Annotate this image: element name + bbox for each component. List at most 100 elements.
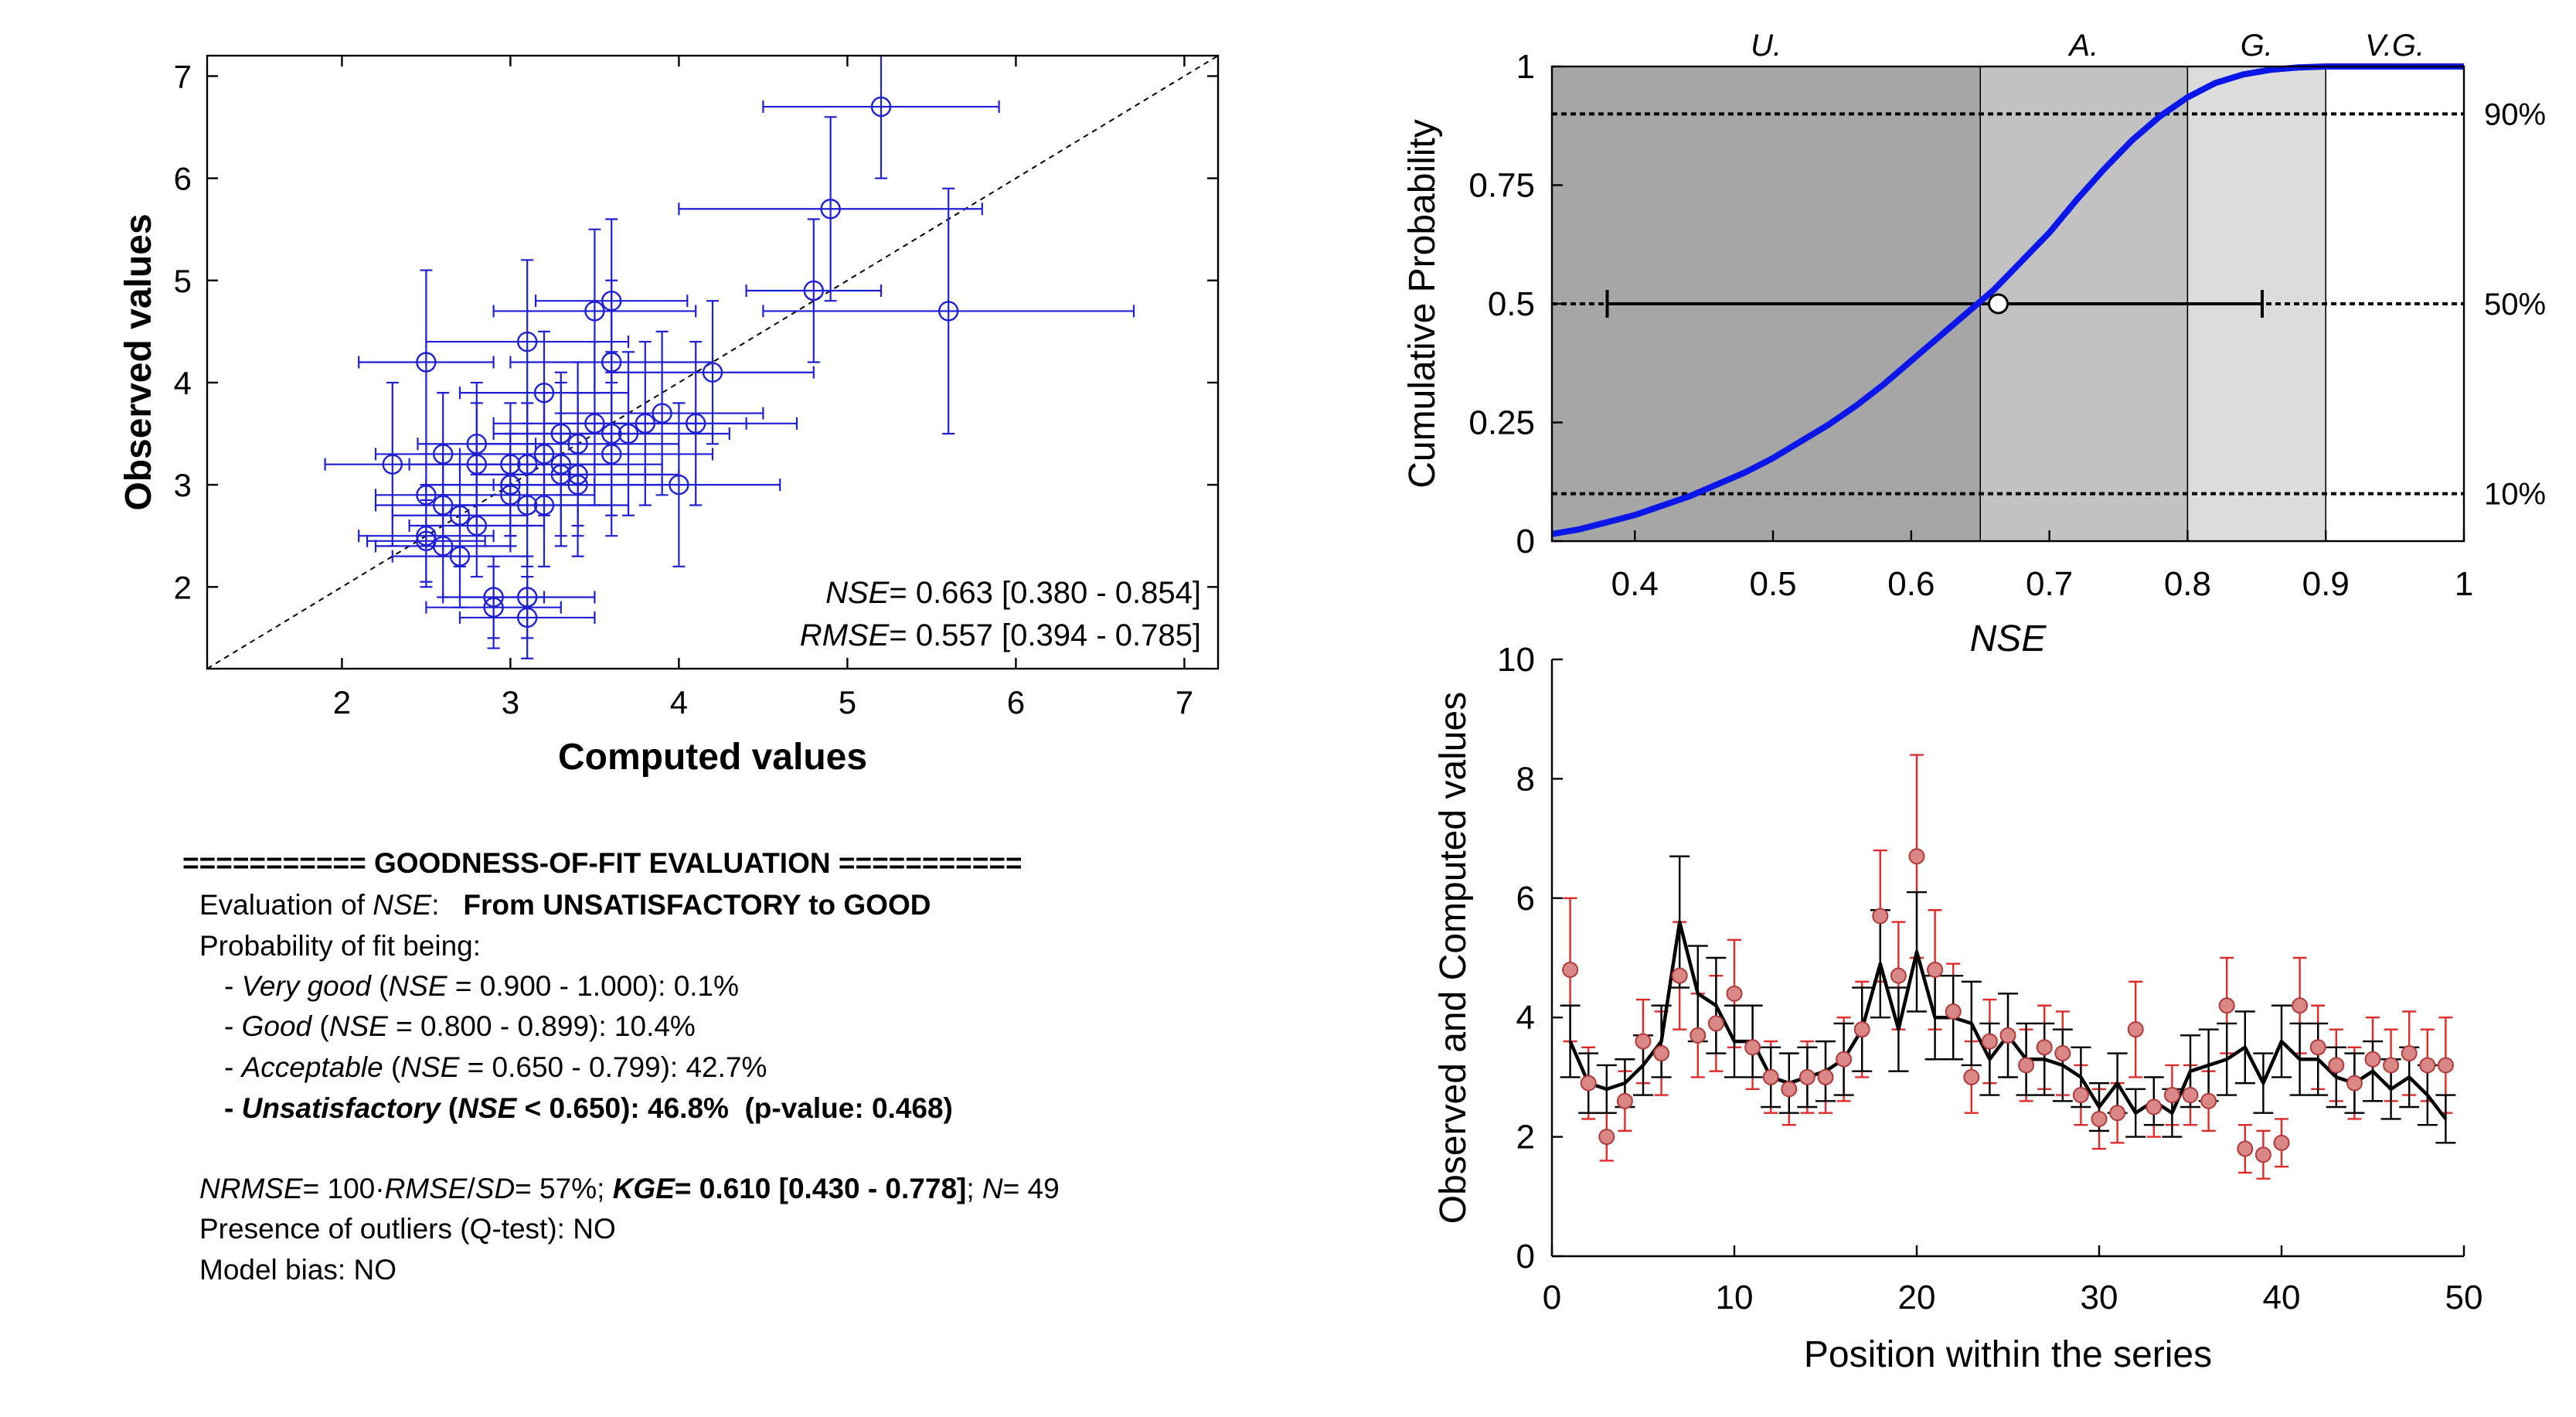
region-label: V.G. [2365,29,2425,63]
data-point [803,280,825,301]
observed-point [1598,1129,1615,1146]
metric-value: = 0.557 [0.394 - 0.785] [889,618,1201,652]
observed-point [2364,1051,2381,1068]
prob-name: Very good [241,970,371,1002]
observed-point [2109,1105,2126,1122]
observed-point [2237,1140,2254,1157]
data-point [416,352,437,373]
observed-point [1781,1081,1798,1098]
observed-point [1981,1033,1998,1050]
prob-rest: = 0.900 - 1.000): 0.1% [447,970,740,1002]
median-marker [1987,293,2009,315]
y-tick-label: 4 [1516,999,1535,1037]
observed-point [2200,1092,2217,1109]
prob-open: ( [383,1051,401,1083]
plot-frame [206,54,1220,670]
observed-point [1653,1045,1670,1062]
x-tick-label: 10 [1716,1279,1754,1317]
observed-point [2437,1057,2454,1074]
x-axis-label: NSE [1970,618,2047,659]
prob-name: Unsatisfactory [241,1092,441,1124]
metric-name: NSE [825,576,890,610]
observed-point [2218,997,2235,1014]
y-tick-label: 6 [1516,880,1535,918]
observed-point [2054,1045,2071,1062]
x-tick-label: 40 [2263,1279,2301,1317]
region-label: A. [2067,29,2098,63]
prob-dash: - [224,970,242,1002]
cdf-curve [1551,63,2464,537]
evaluation-metric: NSE [373,889,432,921]
series-chart: 0 10 20 30 40 50 0 2 4 6 8 10 Position within the se… [1433,641,2482,1375]
observed-point [1744,1039,1761,1056]
observed-point [2383,1057,2400,1074]
prob-name: Good [241,1010,312,1042]
prob-very-good: - Very good (NSE = 0.900 - 1.000): 0.1% [224,972,739,1000]
prob-open: ( [311,1010,329,1042]
y-tick-label: 2 [174,569,192,605]
y-axis-label: Cumulative Probability [1402,119,1443,489]
kge-value: = 0.610 [0.430 - 0.778] [674,1173,967,1204]
data-point [382,454,403,475]
nrmse-label: NRMSE [199,1173,303,1204]
evaluation-line: Evaluation of NSE: From UNSATISFACTORY t… [199,891,931,919]
observed-point [2163,1087,2180,1104]
y-tick-label: 6 [174,161,192,197]
observed-point [2018,1057,2035,1074]
prob-rest: < 0.650): 46.8% (p-value: 0.468) [516,1092,953,1124]
observed-point [2328,1057,2345,1074]
x-tick-label: 0.8 [2164,565,2211,603]
y-axis-label: Observed values [118,213,159,510]
observed-point [1762,1068,1779,1085]
y-tick-label: 0 [1516,1238,1535,1276]
observed-point [1872,908,1889,925]
percentile-label: 10% [2484,478,2546,512]
observed-point [1635,1033,1652,1050]
x-tick-label: 0.6 [1887,565,1935,603]
bias-line: Model bias: NO [199,1254,396,1286]
evaluation-prefix: Evaluation of [199,889,373,921]
data-point [652,403,672,424]
x-tick-label: 7 [1176,684,1193,720]
y-tick-label: 0 [1516,523,1535,560]
observed-point [1908,848,1925,865]
x-tick-label: 0.7 [2026,565,2073,603]
performance-region [2325,66,2465,542]
observed-point [2182,1087,2199,1104]
x-tick-label: 3 [502,684,519,720]
prob-dash: - [224,1092,242,1124]
data-point [466,454,487,475]
observed-point [1999,1027,2016,1044]
y-tick-label: 3 [174,467,192,503]
observed-point [2292,997,2309,1014]
metric-annotation: RMSE= 0.557 [0.394 - 0.785] [800,618,1201,652]
y-tick-label: 10 [1497,641,1535,679]
data-point [416,525,437,547]
data-point [601,352,622,373]
data-point [483,597,504,618]
y-axis-label: Observed and Computed values [1433,692,1474,1224]
x-tick-label: 50 [2445,1279,2483,1317]
cdf-chart: U. A. G. V.G. 90% 50% 10% 0.4 0.5 0.6 0.7 0.8 0.9 1 0 0… [1402,29,2546,659]
observed-point [2419,1057,2436,1074]
metric-value: = 0.663 [0.380 - 0.854] [889,576,1201,610]
probability-title: Probability of fit being: [199,930,482,962]
x-axis-label: Position within the series [1804,1334,2212,1375]
y-tick-label: 5 [174,263,192,299]
x-tick-label: 2 [333,684,351,720]
observed-point [1580,1075,1597,1092]
prob-good: - Good (NSE = 0.800 - 0.899): 10.4% [224,1012,696,1041]
observed-point [1726,985,1743,1002]
outliers-line: Presence of outliers (Q-test): NO [199,1213,616,1245]
evaluation-result: From UNSATISFACTORY to GOOD [463,889,931,921]
observed-point [1690,1027,1707,1044]
evaluation-colon: : [431,889,464,921]
prob-metric: NSE [388,970,447,1002]
prob-metric: NSE [458,1092,517,1124]
prob-unsatisfactory: - Unsatisfactory (NSE < 0.650): 46.8% (p… [224,1094,953,1122]
x-tick-label: 0.5 [1749,565,1796,603]
y-tick-label: 0.75 [1468,167,1535,205]
sd-label: SD [475,1173,516,1204]
region-label: U. [1751,29,1781,63]
